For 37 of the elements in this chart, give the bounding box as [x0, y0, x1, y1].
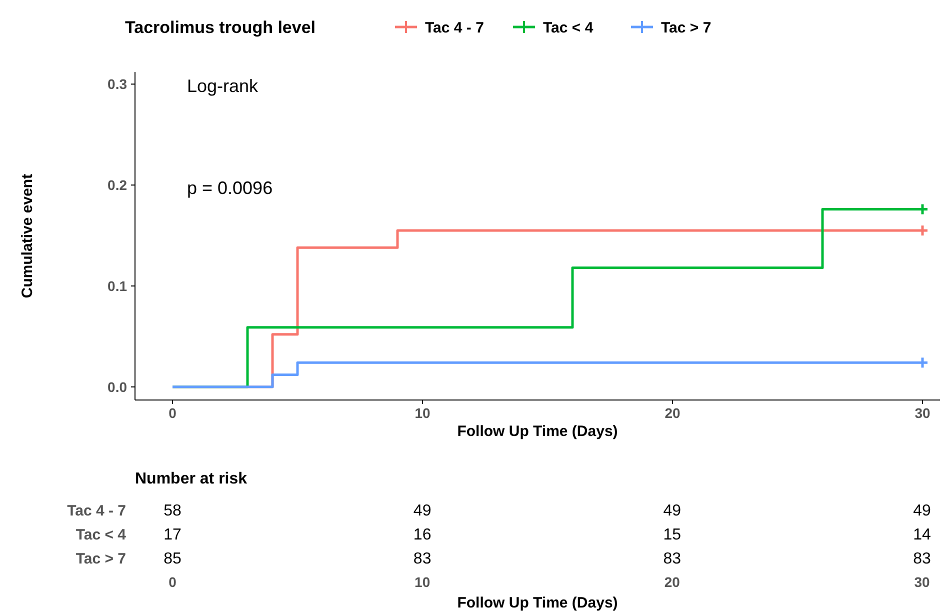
annotation: Log-rank [187, 76, 260, 96]
data-label: 49 [413, 502, 432, 520]
y-tick-label: Tac 4 - 7 [67, 502, 126, 520]
x-tick-label: 0 [168, 405, 177, 421]
y-tick-label: 0.2 [108, 176, 128, 193]
x-tick-label: 20 [664, 574, 680, 590]
data-label: 58 [164, 502, 182, 520]
y-tick-label: 0.0 [108, 378, 128, 395]
legend-label: Tac 4 - 7 [425, 19, 484, 36]
x-tick-label: 10 [414, 574, 430, 590]
data-label: 17 [164, 526, 182, 544]
data-label: 16 [413, 526, 432, 544]
y-tick-label: Tac > 7 [76, 550, 126, 568]
legend-label: Tac > 7 [661, 19, 712, 36]
x-tick-label: 20 [664, 405, 680, 421]
data-label: 83 [413, 550, 432, 568]
data-label: 85 [164, 550, 182, 568]
x-tick-label: 30 [914, 574, 930, 590]
x-axis-title: Follow Up Time (Days) [457, 423, 618, 440]
annotation: p = 0.0096 [187, 178, 273, 198]
y-axis-title: Cumulative event [19, 174, 36, 298]
x-axis-title: Follow Up Time (Days) [457, 594, 618, 612]
data-label: 15 [663, 526, 682, 544]
data-label: 14 [913, 526, 931, 544]
data-label: 83 [913, 550, 931, 568]
y-tick-label: 0.1 [108, 278, 128, 294]
chart-title: Number at risk [135, 470, 248, 488]
x-tick-label: 30 [914, 405, 930, 421]
x-tick-label: 0 [168, 574, 177, 590]
data-label: 49 [913, 502, 931, 520]
legend-title: Tacrolimus trough level [125, 18, 316, 37]
data-label: 83 [663, 550, 682, 568]
data-label: 49 [663, 502, 682, 520]
legend-label: Tac < 4 [543, 19, 594, 36]
x-tick-label: 10 [414, 405, 430, 421]
y-tick-label: Tac < 4 [76, 526, 127, 544]
y-tick-label: 0.3 [108, 76, 128, 92]
